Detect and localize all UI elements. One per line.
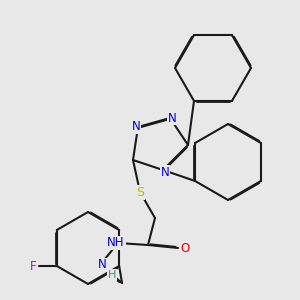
Text: N: N [168, 112, 176, 124]
Text: O: O [180, 242, 190, 254]
Text: NH: NH [107, 236, 125, 250]
Text: N: N [98, 259, 106, 272]
Text: F: F [29, 260, 36, 272]
Text: N: N [160, 166, 169, 178]
Text: H: H [108, 270, 116, 280]
Text: N: N [132, 121, 140, 134]
Text: S: S [136, 185, 144, 199]
